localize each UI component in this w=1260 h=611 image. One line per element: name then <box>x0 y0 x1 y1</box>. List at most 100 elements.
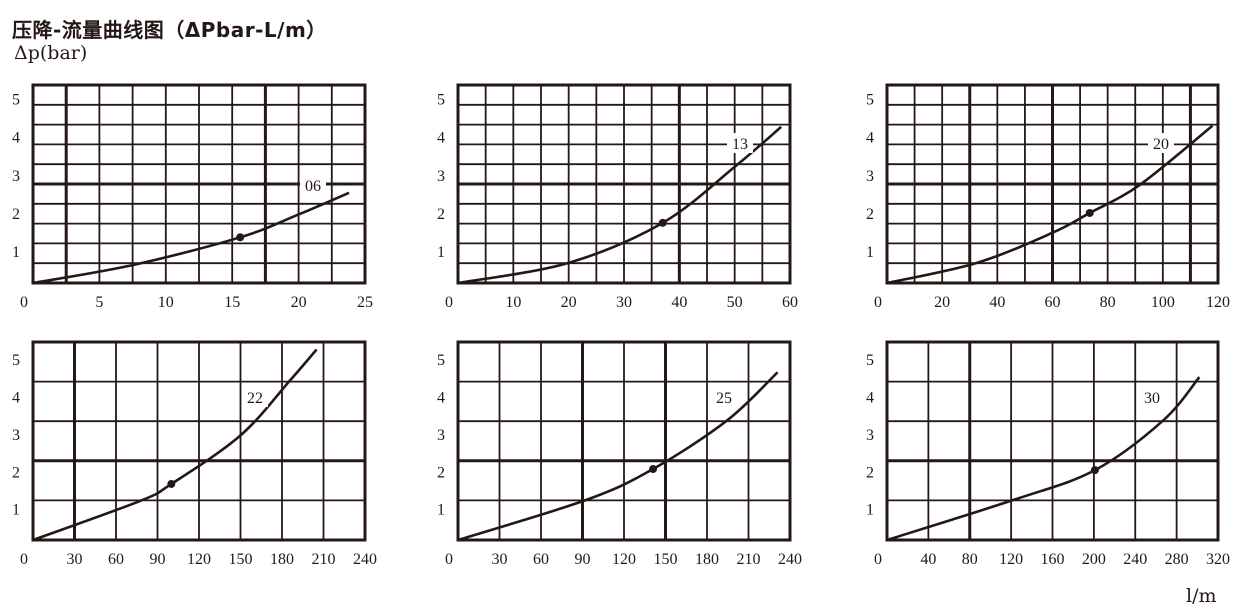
y-tick-label: 4 <box>437 390 445 407</box>
curve-marker-dot <box>236 233 245 242</box>
y-tick-label: 3 <box>12 427 20 444</box>
chart-30: 0 40 80 120 160 200 240 280 320 1 2 3 4 5 30 <box>866 340 1230 568</box>
x-tick-label: 120 <box>999 551 1023 568</box>
curve-label: 13 <box>732 136 748 153</box>
y-tick-label: 4 <box>866 390 874 407</box>
x-tick-label: 180 <box>270 551 294 568</box>
x-tick-label: 15 <box>224 294 240 311</box>
x-tick-label: 90 <box>150 551 166 568</box>
x-tick-label: 200 <box>1082 551 1106 568</box>
curve-label-background <box>1139 387 1165 407</box>
x-tick-label: 180 <box>695 551 719 568</box>
y-tick-label: 5 <box>437 92 445 109</box>
x-tick-label: 20 <box>934 294 950 311</box>
curve-marker-dot <box>1090 466 1099 475</box>
curve-label: 06 <box>305 178 321 195</box>
x-tick-label: 240 <box>778 551 802 568</box>
curve-marker-dot <box>649 465 658 474</box>
y-tick-label: 1 <box>12 502 20 519</box>
y-tick-label: 3 <box>866 427 874 444</box>
x-tick-label: 40 <box>671 294 687 311</box>
x-tick-label: 90 <box>575 551 591 568</box>
page-title: 压降-流量曲线图（ΔPbar-L/m） <box>12 18 327 42</box>
y-tick-label: 1 <box>866 244 874 261</box>
x-tick-label: 20 <box>291 294 307 311</box>
x-tick-label: 120 <box>187 551 211 568</box>
y-tick-label: 3 <box>437 168 445 185</box>
y-tick-label: 4 <box>437 130 445 147</box>
y-tick-label: 4 <box>866 130 874 147</box>
x-tick-label: 280 <box>1165 551 1189 568</box>
curve-06 <box>32 191 350 285</box>
curve-marker-dot <box>167 479 176 488</box>
curve-label-background <box>1148 133 1174 153</box>
x-tick-label: 120 <box>1206 294 1230 311</box>
curve-label-background <box>727 133 753 153</box>
y-tick-label: 2 <box>437 464 445 481</box>
chart-13: 0 10 20 30 40 50 60 1 2 3 4 5 13 <box>437 83 798 311</box>
x-tick-label: 60 <box>108 551 124 568</box>
x-tick-label: 40 <box>989 294 1005 311</box>
y-tick-label: 3 <box>866 168 874 185</box>
x-tick-label: 60 <box>533 551 549 568</box>
x-tick-label: 240 <box>1123 551 1147 568</box>
x-tick-label: 10 <box>158 294 174 311</box>
plot-frame <box>885 83 1220 285</box>
x-tick-label: 150 <box>654 551 678 568</box>
y-tick-label: 2 <box>12 464 20 481</box>
x-tick-label: 20 <box>561 294 577 311</box>
x-tick-label: 210 <box>737 551 761 568</box>
curve-label-background <box>300 175 326 195</box>
y-tick-label: 5 <box>12 92 20 109</box>
x-tick-label: 25 <box>357 294 373 311</box>
x-tick-label: 60 <box>782 294 798 311</box>
x-tick-label: 30 <box>616 294 632 311</box>
y-tick-label: 3 <box>12 168 20 185</box>
x-tick-label: 5 <box>95 294 103 311</box>
x-tick-label: 60 <box>1045 294 1061 311</box>
x-tick-label: 320 <box>1206 551 1230 568</box>
y-tick-label: 2 <box>12 206 20 223</box>
plot-frame <box>31 83 367 285</box>
x-tick-label: 30 <box>67 551 83 568</box>
y-axis-label: Δp(bar) <box>14 42 88 64</box>
x-tick-label: 80 <box>962 551 978 568</box>
x-tick-label: 210 <box>312 551 336 568</box>
x-tick-label: 30 <box>492 551 508 568</box>
x-axis-label: l/m <box>1186 585 1217 607</box>
curve-label-background <box>242 387 268 407</box>
chart-22: 0 30 60 90 120 150 180 210 240 1 2 3 4 5 22 <box>12 340 377 568</box>
y-tick-label: 2 <box>437 206 445 223</box>
x-tick-label: 0 <box>874 551 882 568</box>
x-tick-label: 120 <box>612 551 636 568</box>
y-tick-label: 1 <box>437 502 445 519</box>
y-tick-label: 1 <box>437 244 445 261</box>
curve-label: 22 <box>247 390 263 407</box>
x-tick-label: 0 <box>445 551 453 568</box>
y-tick-label: 2 <box>866 206 874 223</box>
curve-marker-dot <box>658 218 667 227</box>
x-tick-label: 40 <box>920 551 936 568</box>
curve-label-background <box>711 387 737 407</box>
x-tick-label: 10 <box>505 294 521 311</box>
y-tick-label: 5 <box>866 352 874 369</box>
plot-frame <box>31 340 367 542</box>
curve-marker-dot <box>1085 208 1094 217</box>
x-tick-label: 0 <box>20 294 28 311</box>
y-tick-label: 5 <box>12 352 20 369</box>
x-tick-label: 160 <box>1041 551 1065 568</box>
curve-30 <box>886 376 1201 542</box>
y-tick-label: 4 <box>12 130 20 147</box>
curve-20 <box>886 124 1214 285</box>
plot-frame <box>456 83 792 285</box>
curve-label: 20 <box>1153 136 1169 153</box>
y-tick-label: 5 <box>437 352 445 369</box>
x-tick-label: 0 <box>445 294 453 311</box>
chart-20: 0 20 40 60 80 100 120 1 2 3 4 5 20 <box>866 83 1230 311</box>
y-tick-label: 1 <box>12 244 20 261</box>
y-tick-label: 1 <box>866 502 874 519</box>
chart-06: 0 5 10 15 20 25 1 2 3 4 5 06 <box>12 83 373 311</box>
chart-25: 0 30 60 90 120 150 180 210 240 1 2 3 4 5 25 <box>437 340 802 568</box>
curve-22 <box>32 348 318 542</box>
